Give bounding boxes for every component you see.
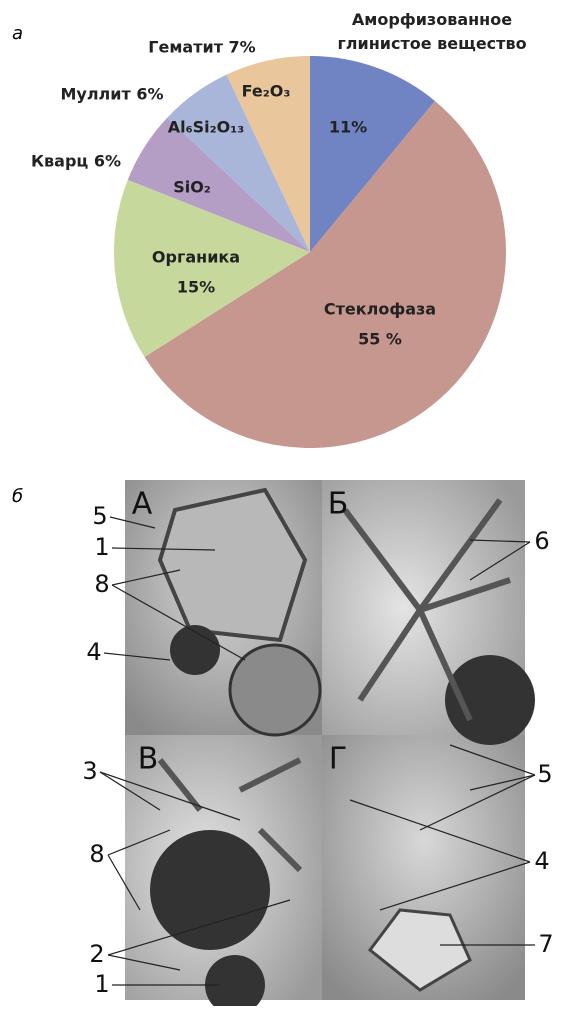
value-label: 11% — [329, 118, 367, 137]
value-label: 55 % — [358, 330, 402, 349]
callout-label: 8 — [89, 840, 104, 868]
figure: а б Аморфизованноеглинистое вещество 11% С… — [0, 0, 566, 1006]
panel-label: а — [12, 23, 23, 44]
callout-label: 1 — [94, 970, 109, 998]
panel-label: б — [12, 486, 23, 507]
crystal — [150, 830, 270, 950]
callout-label: 4 — [86, 638, 101, 666]
callout-label: 3 — [82, 757, 97, 785]
image-panel-label: А — [132, 487, 153, 522]
image-panel-label: Б — [328, 487, 349, 522]
callout-label: 5 — [92, 502, 107, 530]
callout-label: 1 — [94, 533, 109, 561]
slice-label: Стеклофаза — [324, 300, 436, 319]
callout-label: 2 — [89, 940, 104, 968]
slice-label: Кварц 6% — [31, 152, 121, 171]
callout-label: 4 — [534, 847, 549, 875]
micrograph — [100, 480, 535, 1006]
crystal — [170, 625, 220, 675]
slice-label: Гематит 7% — [148, 38, 255, 57]
slice-label: Муллит 6% — [60, 85, 163, 104]
callout-label: 7 — [538, 930, 553, 958]
image-panel-label: Г — [329, 742, 347, 777]
value-label: 15% — [177, 278, 215, 297]
callout-label: 5 — [537, 760, 552, 788]
formula-label: SiO₂ — [173, 178, 211, 197]
callout-label: 8 — [94, 570, 109, 598]
slice-label: Органика — [152, 248, 240, 267]
formula-label: Al₆Si₂O₁₃ — [168, 118, 245, 137]
formula-label: Fe₂O₃ — [242, 82, 291, 101]
image-panel-label: В — [138, 742, 159, 777]
callout-label: 6 — [534, 527, 549, 555]
